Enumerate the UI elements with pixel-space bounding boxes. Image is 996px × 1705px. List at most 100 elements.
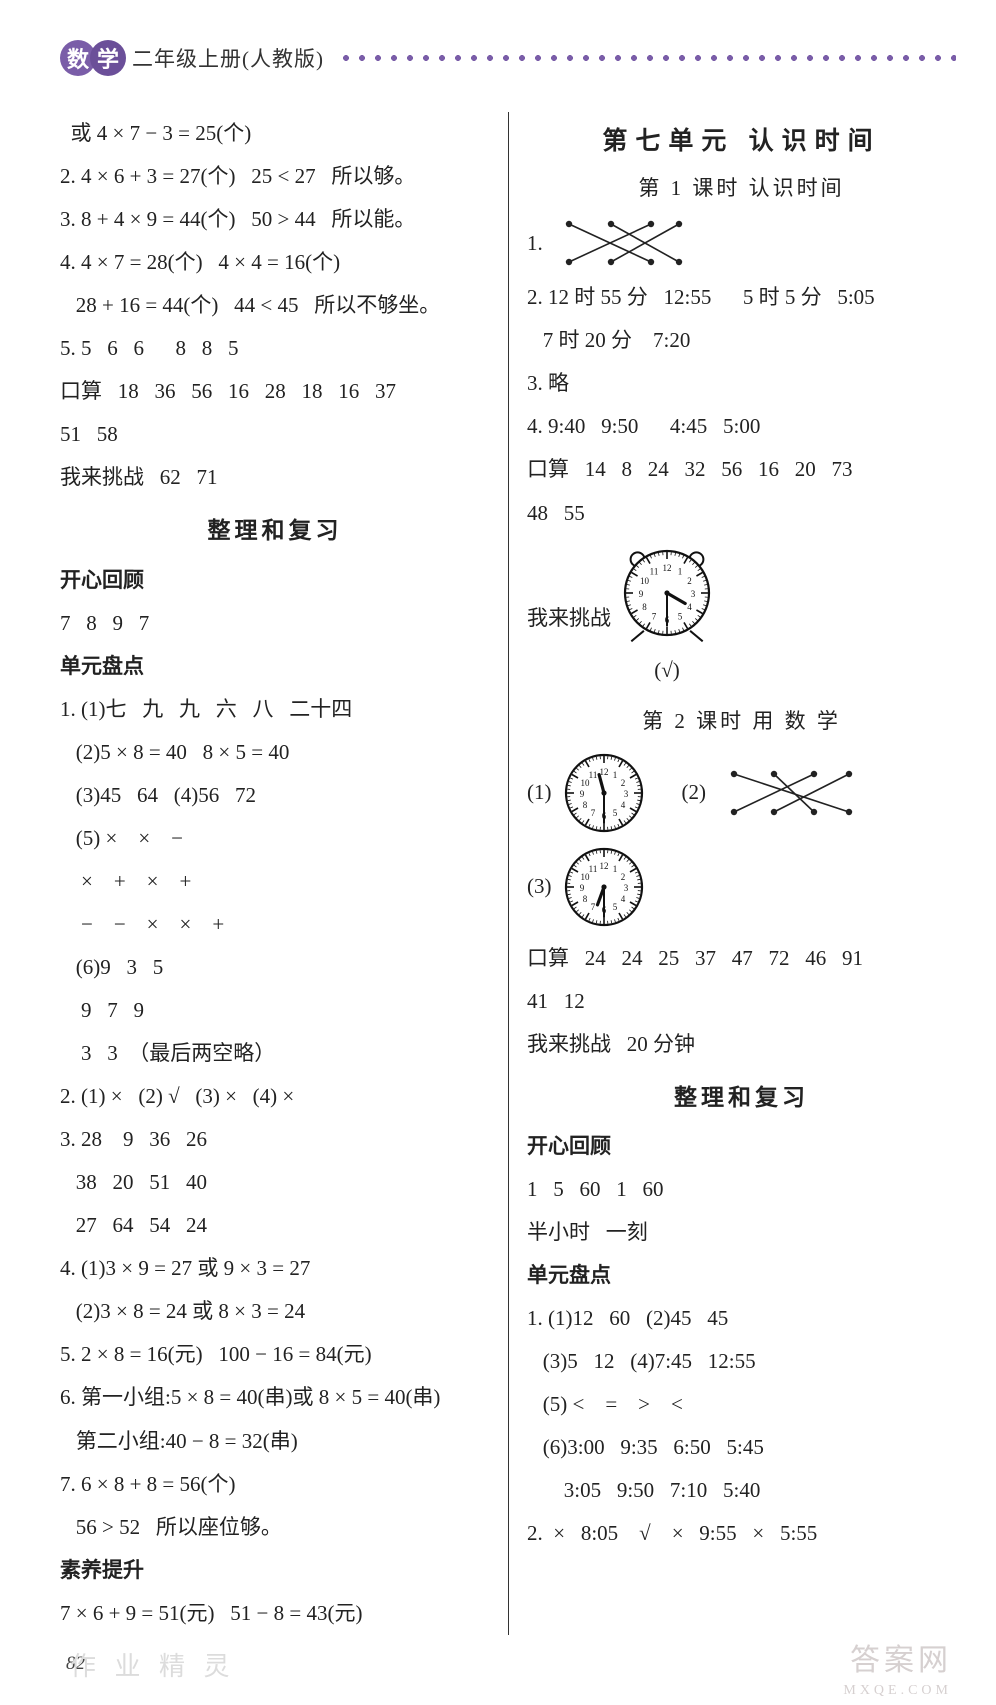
text-line: (5) × × −: [60, 817, 490, 860]
check-mark: (√): [619, 649, 715, 692]
right-column: 第七单元 认识时间 第 1 课时 认识时间 1. 2. 12 时 55 分 12…: [508, 112, 956, 1635]
text-line: 48 55: [527, 492, 956, 535]
svg-text:11: 11: [588, 770, 597, 780]
svg-text:11: 11: [588, 864, 597, 874]
subsection-heading: 素养提升: [60, 1549, 490, 1592]
svg-text:3: 3: [691, 589, 696, 599]
lesson-title: 第 2 课时 用 数 学: [527, 700, 956, 743]
matching-diagram-icon: [714, 766, 864, 820]
watermark-text: MXQE.COM: [843, 1683, 952, 1699]
text-line: (3)45 64 (4)56 72: [60, 774, 490, 817]
svg-text:11: 11: [650, 566, 659, 576]
text-line: 9 7 9: [60, 989, 490, 1032]
clock-icon: 123456789101112: [560, 749, 648, 837]
page: 数 学 二年级上册(人教版) 或 4 × 7 − 3 = 25(个) 2. 4 …: [0, 0, 996, 1705]
lesson-title: 第 1 课时 认识时间: [527, 167, 956, 210]
text-line: 口算 18 36 56 16 28 18 16 37: [60, 370, 490, 413]
q1-matching-row: 1.: [527, 216, 956, 270]
text-line: (2)3 × 8 = 24 或 8 × 3 = 24: [60, 1290, 490, 1333]
text-line: (5) < = > <: [527, 1383, 956, 1426]
svg-text:8: 8: [642, 602, 647, 612]
svg-text:7: 7: [652, 611, 657, 621]
text-line: 4. 9:40 9:50 4:45 5:00: [527, 405, 956, 448]
text-line: 3. 8 + 4 × 9 = 44(个) 50 > 44 所以能。: [60, 198, 490, 241]
text-line: 5. 2 × 8 = 16(元) 100 − 16 = 84(元): [60, 1333, 490, 1376]
badge-char-2: 学: [90, 40, 126, 76]
svg-text:5: 5: [678, 611, 683, 621]
svg-text:9: 9: [579, 789, 584, 799]
svg-text:5: 5: [612, 902, 617, 912]
text-line: (2)5 × 8 = 40 8 × 5 = 40: [60, 731, 490, 774]
text-line: (6)3:00 9:35 6:50 5:45: [527, 1426, 956, 1469]
svg-text:9: 9: [639, 589, 644, 599]
svg-text:3: 3: [623, 883, 628, 893]
text-line: 1. (1)12 60 (2)45 45: [527, 1297, 956, 1340]
svg-text:8: 8: [582, 800, 587, 810]
text-line: (6)9 3 5: [60, 946, 490, 989]
text-line: 2. × 8:05 √ × 9:55 × 5:55: [527, 1512, 956, 1555]
text-line: 51 58: [60, 413, 490, 456]
header-subtitle: 二年级上册(人教版): [132, 43, 324, 73]
text-line: 3. 28 9 36 26: [60, 1118, 490, 1161]
text-line: 4. 4 × 7 = 28(个) 4 × 4 = 16(个): [60, 241, 490, 284]
svg-text:7: 7: [590, 902, 595, 912]
text-line: 7. 6 × 8 + 8 = 56(个): [60, 1463, 490, 1506]
subsection-heading: 单元盘点: [527, 1254, 956, 1297]
svg-text:4: 4: [687, 602, 692, 612]
svg-text:1: 1: [612, 770, 617, 780]
subsection-heading: 开心回顾: [527, 1125, 956, 1168]
svg-text:3: 3: [623, 789, 628, 799]
clock-icon: 123456789101112: [560, 843, 648, 931]
text-line: 口算 24 24 25 37 47 72 46 91: [527, 937, 956, 980]
svg-text:4: 4: [620, 800, 625, 810]
text-line: 我来挑战 20 分钟: [527, 1023, 956, 1066]
header-dots: [338, 55, 956, 61]
text-line: 28 + 16 = 44(个) 44 < 45 所以不够坐。: [60, 284, 490, 327]
text-line: 3 3 （最后两空略）: [60, 1032, 490, 1075]
subsection-heading: 开心回顾: [60, 559, 490, 602]
challenge-label: 我来挑战: [527, 597, 611, 640]
q3-clock-row: (3) 123456789101112: [527, 843, 956, 931]
left-column: 或 4 × 7 − 3 = 25(个) 2. 4 × 6 + 3 = 27(个)…: [60, 112, 508, 1635]
text-line: 第二小组:40 − 8 = 32(串): [60, 1420, 490, 1463]
svg-text:12: 12: [663, 563, 672, 573]
text-line: 3. 略: [527, 362, 956, 405]
text-line: 2. (1) × (2) √ (3) × (4) ×: [60, 1075, 490, 1118]
svg-text:2: 2: [620, 778, 625, 788]
challenge-row: 我来挑战 123456789101112 (√): [527, 545, 956, 692]
content-columns: 或 4 × 7 − 3 = 25(个) 2. 4 × 6 + 3 = 27(个)…: [60, 112, 956, 1635]
text-line: 我来挑战 62 71: [60, 456, 490, 499]
svg-text:2: 2: [620, 872, 625, 882]
text-line: 5. 5 6 6 8 8 5: [60, 327, 490, 370]
text-line: × + × +: [60, 860, 490, 903]
text-line: 38 20 51 40: [60, 1161, 490, 1204]
text-line: 4. (1)3 × 9 = 27 或 9 × 3 = 27: [60, 1247, 490, 1290]
subject-badge: 数 学: [60, 40, 120, 76]
svg-text:1: 1: [678, 566, 683, 576]
watermark-text: 作 业 精 灵: [70, 1646, 236, 1683]
svg-text:9: 9: [579, 883, 584, 893]
section-heading: 整理和复习: [527, 1074, 956, 1121]
page-header: 数 学 二年级上册(人教版): [60, 40, 956, 76]
text-line: 7 × 6 + 9 = 51(元) 51 − 8 = 43(元): [60, 1592, 490, 1635]
text-line: 1. (1)七 九 九 六 八 二十四: [60, 688, 490, 731]
svg-text:4: 4: [620, 894, 625, 904]
unit-title: 第七单元 认识时间: [527, 116, 956, 167]
text-line: − − × × +: [60, 903, 490, 946]
text-line: 27 64 54 24: [60, 1204, 490, 1247]
text-line: 3:05 9:50 7:10 5:40: [527, 1469, 956, 1512]
svg-text:7: 7: [590, 808, 595, 818]
svg-text:10: 10: [640, 576, 650, 586]
svg-text:5: 5: [612, 808, 617, 818]
text-line: 1 5 60 1 60: [527, 1168, 956, 1211]
label: 1.: [527, 222, 543, 265]
alarm-clock-icon: 123456789101112 (√): [619, 545, 715, 692]
text-line: 2. 12 时 55 分 12:55 5 时 5 分 5:05: [527, 276, 956, 319]
text-line: 或 4 × 7 − 3 = 25(个): [60, 112, 490, 155]
text-line: 7 时 20 分 7:20: [527, 319, 956, 362]
svg-text:2: 2: [687, 576, 692, 586]
q1-clock-row: (1) 123456789101112 (2): [527, 749, 956, 837]
svg-text:1: 1: [612, 864, 617, 874]
watermark-text: 答案网: [850, 1635, 952, 1679]
text-line: 2. 4 × 6 + 3 = 27(个) 25 < 27 所以够。: [60, 155, 490, 198]
